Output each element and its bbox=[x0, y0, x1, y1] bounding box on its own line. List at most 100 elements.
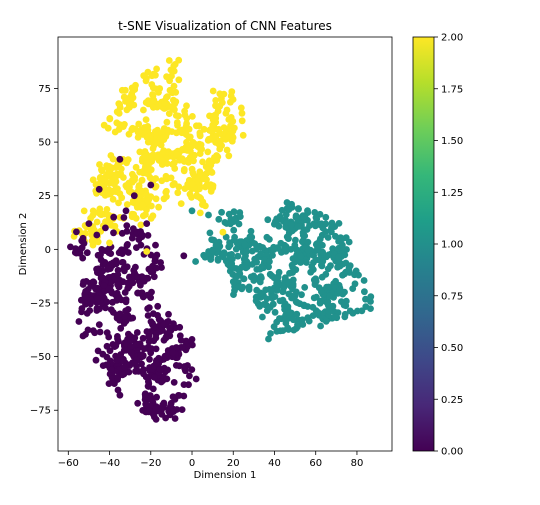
data-point bbox=[100, 180, 108, 188]
data-point bbox=[148, 202, 155, 210]
data-point bbox=[129, 170, 136, 178]
data-point bbox=[310, 294, 318, 302]
y-tick-label: −50 bbox=[30, 352, 51, 363]
data-point bbox=[142, 116, 150, 123]
data-point bbox=[288, 294, 295, 302]
data-point bbox=[231, 233, 239, 241]
data-point bbox=[307, 268, 315, 276]
data-point bbox=[342, 259, 350, 267]
data-point bbox=[180, 166, 188, 173]
x-tick-label: 60 bbox=[309, 458, 322, 469]
data-point bbox=[227, 220, 234, 228]
data-point bbox=[144, 159, 152, 167]
data-point bbox=[159, 157, 167, 165]
data-point bbox=[312, 256, 320, 264]
data-point bbox=[137, 352, 144, 359]
data-point bbox=[80, 240, 88, 247]
data-point bbox=[140, 106, 147, 114]
data-point bbox=[267, 330, 274, 337]
data-point bbox=[183, 102, 190, 110]
data-point bbox=[112, 342, 120, 350]
data-point bbox=[153, 393, 161, 401]
data-point bbox=[308, 263, 316, 270]
data-point bbox=[311, 209, 319, 216]
x-tick-label: −60 bbox=[58, 458, 79, 469]
colorbar-tick-label: 0.50 bbox=[441, 343, 463, 354]
data-point bbox=[97, 251, 104, 258]
data-point bbox=[309, 312, 317, 319]
data-point bbox=[159, 401, 167, 409]
data-point bbox=[169, 393, 177, 401]
data-point bbox=[104, 263, 112, 271]
data-point bbox=[209, 116, 217, 124]
data-point bbox=[129, 225, 137, 233]
y-tick-label: 25 bbox=[38, 191, 51, 202]
data-point bbox=[190, 171, 197, 178]
data-point bbox=[185, 125, 193, 133]
data-point bbox=[300, 213, 308, 221]
data-point bbox=[147, 318, 155, 325]
data-point bbox=[312, 214, 320, 222]
data-point bbox=[121, 363, 129, 371]
data-point bbox=[151, 413, 158, 421]
data-point bbox=[134, 134, 142, 141]
data-point bbox=[259, 244, 267, 251]
data-point bbox=[340, 301, 348, 309]
data-point bbox=[102, 224, 109, 232]
data-point bbox=[294, 223, 302, 230]
data-point bbox=[94, 295, 102, 303]
data-point bbox=[103, 210, 110, 218]
data-point bbox=[106, 239, 113, 247]
data-point bbox=[349, 309, 357, 317]
y-tick-label: 50 bbox=[38, 138, 51, 149]
data-point bbox=[141, 153, 149, 161]
data-point bbox=[154, 312, 162, 319]
data-point bbox=[326, 292, 333, 300]
data-point bbox=[163, 187, 170, 195]
data-point bbox=[239, 131, 247, 139]
data-point bbox=[105, 380, 113, 387]
data-point bbox=[125, 368, 133, 376]
data-point bbox=[99, 362, 107, 369]
x-tick-label: 20 bbox=[227, 458, 240, 469]
data-point bbox=[83, 249, 91, 257]
data-point bbox=[283, 199, 291, 206]
data-point bbox=[111, 222, 119, 230]
data-point bbox=[263, 295, 271, 303]
data-point bbox=[123, 201, 131, 208]
data-point bbox=[124, 96, 132, 103]
data-point bbox=[93, 307, 101, 314]
data-point bbox=[257, 289, 264, 297]
data-point bbox=[118, 229, 126, 237]
data-point bbox=[240, 275, 248, 283]
data-point bbox=[185, 158, 192, 166]
data-point bbox=[102, 304, 109, 312]
data-point bbox=[341, 313, 349, 321]
data-point bbox=[114, 374, 122, 382]
data-point bbox=[149, 385, 157, 393]
colorbar-tick-label: 1.75 bbox=[441, 84, 463, 95]
data-point bbox=[133, 329, 141, 336]
data-point bbox=[362, 295, 369, 303]
data-point bbox=[263, 233, 271, 241]
data-point bbox=[298, 291, 305, 299]
data-point bbox=[145, 407, 153, 414]
data-point bbox=[132, 81, 139, 89]
data-point bbox=[238, 117, 246, 125]
data-point bbox=[265, 335, 272, 343]
data-point bbox=[87, 214, 94, 222]
data-point bbox=[312, 222, 319, 230]
data-point bbox=[124, 285, 132, 292]
data-point bbox=[235, 220, 243, 228]
x-axis: −60 −40 −20 0 20 40 60 80 bbox=[58, 451, 363, 469]
data-point bbox=[281, 300, 289, 307]
data-point bbox=[262, 286, 269, 294]
data-point bbox=[240, 255, 248, 263]
data-point bbox=[158, 177, 166, 185]
data-point bbox=[111, 174, 119, 182]
data-point bbox=[227, 92, 235, 100]
data-point bbox=[196, 185, 203, 193]
data-point bbox=[286, 269, 293, 277]
data-point bbox=[122, 207, 130, 215]
data-point bbox=[124, 330, 132, 338]
